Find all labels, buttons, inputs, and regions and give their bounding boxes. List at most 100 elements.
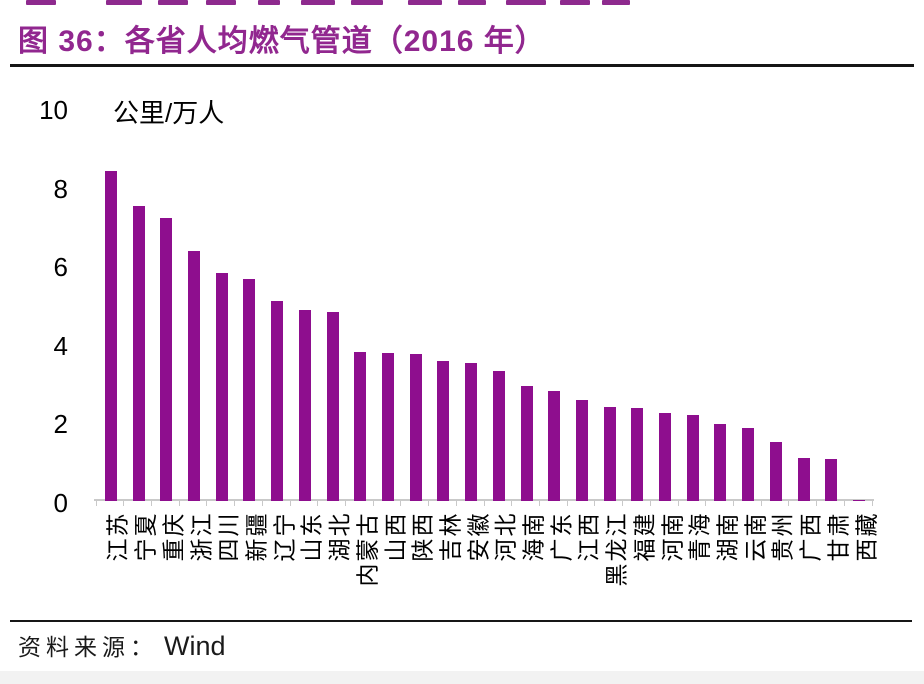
y-axis-unit-label: 公里/万人 — [113, 98, 225, 128]
x-label-江苏: 江苏 — [104, 511, 131, 561]
source-value: Wind — [164, 631, 226, 661]
bar-青海 — [687, 415, 699, 501]
x-tick-mark — [483, 500, 485, 506]
bar-辽宁 — [271, 301, 283, 501]
bar-山西 — [382, 353, 394, 501]
bar-河南 — [659, 413, 671, 501]
x-tick-mark — [317, 500, 319, 506]
x-label-吉林: 吉林 — [437, 511, 464, 561]
bar-四川 — [216, 273, 228, 501]
x-label-甘肃: 甘肃 — [825, 511, 852, 561]
x-label-湖南: 湖南 — [714, 511, 741, 561]
x-label-辽宁: 辽宁 — [271, 511, 298, 561]
x-label-河南: 河南 — [659, 511, 686, 561]
bar-宁夏 — [133, 206, 145, 501]
x-label-宁夏: 宁夏 — [132, 511, 159, 561]
x-tick-mark — [816, 500, 818, 506]
x-label-山西: 山西 — [382, 511, 408, 561]
bar-黑龙江 — [604, 407, 616, 501]
x-label-湖北: 湖北 — [326, 511, 353, 561]
title-separator-line — [10, 64, 914, 67]
x-tick-mark — [871, 500, 873, 506]
x-label-山东: 山东 — [298, 511, 325, 561]
bar-广西 — [798, 458, 810, 501]
bar-云南 — [742, 428, 754, 501]
x-tick-mark — [151, 500, 152, 506]
bar-浙江 — [188, 251, 200, 501]
x-label-四川: 四川 — [215, 511, 242, 561]
bar-湖南 — [714, 424, 726, 501]
footer-separator-line — [10, 620, 912, 622]
source-label: 资料来源： — [18, 635, 158, 660]
x-label-安徽: 安徽 — [465, 511, 492, 561]
x-tick-mark — [732, 500, 734, 506]
x-tick-mark — [123, 500, 125, 506]
x-label-云南: 云南 — [742, 511, 769, 561]
x-tick-mark — [677, 500, 679, 506]
x-label-新疆: 新疆 — [243, 511, 270, 561]
x-label-海南: 海南 — [520, 511, 547, 561]
x-tick-mark — [428, 500, 430, 506]
bar-新疆 — [243, 279, 255, 501]
bar-安徽 — [465, 363, 477, 501]
x-tick-mark — [622, 500, 624, 506]
x-tick-mark — [511, 500, 513, 506]
x-tick-mark — [345, 500, 346, 506]
x-tick-mark — [788, 500, 790, 506]
x-label-内蒙古: 内蒙古 — [354, 511, 381, 586]
x-label-重庆: 重庆 — [160, 511, 187, 561]
y-tick-label: 2 — [53, 409, 68, 440]
y-tick-label: 0 — [53, 488, 68, 518]
x-tick-mark — [178, 500, 180, 506]
bar-河北 — [493, 371, 505, 501]
bar-吉林 — [437, 361, 449, 501]
x-label-河北: 河北 — [492, 511, 519, 561]
x-label-江西: 江西 — [575, 511, 602, 561]
bar-内蒙古 — [354, 352, 366, 501]
x-tick-mark — [261, 500, 263, 506]
x-label-浙江: 浙江 — [188, 511, 214, 561]
x-tick-mark — [594, 500, 596, 506]
x-tick-mark — [566, 500, 568, 506]
x-tick-mark — [95, 500, 97, 506]
bar-福建 — [631, 408, 643, 501]
x-tick-mark — [455, 500, 457, 506]
x-label-黑龙江: 黑龙江 — [603, 511, 630, 586]
x-label-贵州: 贵州 — [769, 511, 796, 561]
x-tick-mark — [539, 500, 540, 506]
x-label-西藏: 西藏 — [853, 511, 879, 561]
bar-重庆 — [160, 218, 172, 501]
footer-strip — [0, 671, 924, 684]
x-tick-mark — [705, 500, 707, 506]
bar-湖北 — [327, 312, 339, 501]
y-tick-label: 4 — [53, 330, 68, 361]
x-tick-mark — [400, 500, 402, 506]
bar-江苏 — [105, 171, 117, 501]
x-tick-mark — [372, 500, 374, 506]
bar-江西 — [576, 400, 588, 501]
x-tick-mark — [289, 500, 291, 506]
x-label-青海: 青海 — [686, 511, 713, 561]
x-tick-mark — [206, 500, 208, 506]
x-label-福建: 福建 — [631, 511, 658, 561]
x-label-陕西: 陕西 — [409, 511, 436, 561]
y-tick-label: 6 — [53, 252, 68, 283]
bar-海南 — [521, 386, 533, 501]
y-tick-label: 8 — [53, 173, 68, 204]
bar-陕西 — [410, 354, 422, 501]
bar-西藏 — [853, 500, 865, 501]
y-tick-label: 10 — [39, 95, 68, 125]
bar-贵州 — [770, 442, 782, 501]
chart-title: 图 36：各省人均燃气管道（2016 年） — [18, 25, 546, 58]
bar-山东 — [299, 310, 311, 501]
x-tick-mark — [760, 500, 762, 506]
x-tick-mark — [649, 500, 651, 506]
x-tick-mark — [843, 500, 845, 506]
x-label-广西: 广西 — [797, 511, 824, 561]
x-label-广东: 广东 — [548, 511, 575, 561]
x-tick-mark — [234, 500, 236, 506]
bar-广东 — [548, 391, 560, 501]
source-line: 资料来源： Wind — [18, 628, 226, 662]
bar-甘肃 — [825, 459, 837, 501]
